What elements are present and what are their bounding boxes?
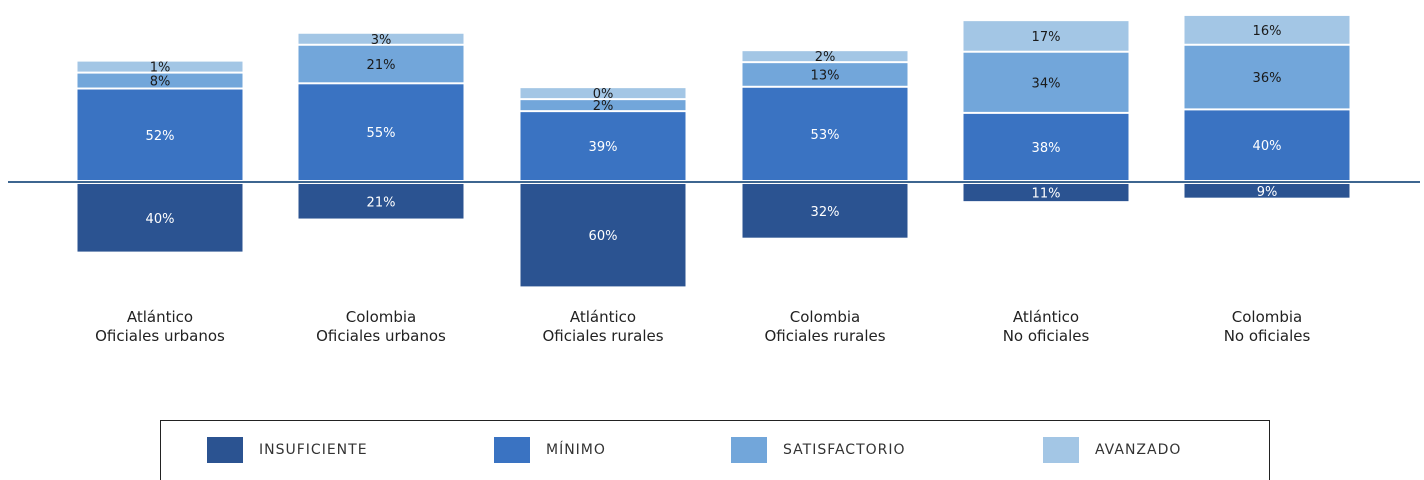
legend-item-avanzado: AVANZADO <box>1043 437 1181 463</box>
bar-insuficiente-0 <box>77 184 243 252</box>
category-label-2-0: Atlántico <box>570 308 636 326</box>
bar-label-insuficiente-1: 21% <box>367 195 396 210</box>
bar-label-satisfactorio-5: 36% <box>1253 71 1282 86</box>
bar-mínimo-4 <box>963 113 1129 180</box>
bar-label-satisfactorio-3: 13% <box>811 68 840 83</box>
category-label-0-0: Atlántico <box>127 308 193 326</box>
bar-label-avanzado-0: 1% <box>150 61 171 76</box>
category-label-4-1: No oficiales <box>1003 327 1090 345</box>
category-label-1-1: Oficiales urbanos <box>316 327 446 345</box>
bar-label-mínimo-2: 39% <box>589 140 618 155</box>
bar-mínimo-0 <box>77 89 243 180</box>
legend: INSUFICIENTE MÍNIMO SATISFACTORIO AVANZA… <box>160 420 1270 480</box>
legend-swatch-minimo <box>494 437 530 463</box>
bar-label-mínimo-0: 52% <box>146 129 175 144</box>
legend-label-avanzado: AVANZADO <box>1095 442 1182 458</box>
bar-label-insuficiente-5: 9% <box>1257 185 1278 200</box>
category-label-2-1: Oficiales rurales <box>542 327 663 345</box>
bar-satisfactorio-5 <box>1184 45 1350 109</box>
bar-label-avanzado-4: 17% <box>1032 30 1061 45</box>
bar-mínimo-3 <box>742 87 908 180</box>
legend-label-minimo: MÍNIMO <box>546 442 606 458</box>
bar-avanzado-1 <box>298 33 464 44</box>
bar-satisfactorio-3 <box>742 63 908 86</box>
category-label-5-1: No oficiales <box>1224 327 1311 345</box>
bar-avanzado-0 <box>77 61 243 72</box>
bar-label-mínimo-1: 55% <box>367 126 396 141</box>
bar-satisfactorio-2 <box>520 100 686 111</box>
category-label-3-0: Colombia <box>790 308 861 326</box>
bar-label-mínimo-5: 40% <box>1253 139 1282 154</box>
bar-avanzado-2 <box>520 88 686 99</box>
bar-label-avanzado-5: 16% <box>1253 24 1282 39</box>
legend-item-minimo: MÍNIMO <box>494 437 606 463</box>
category-label-1-0: Colombia <box>346 308 417 326</box>
bar-avanzado-3 <box>742 51 908 62</box>
category-label-5-0: Colombia <box>1232 308 1303 326</box>
legend-item-satisfactorio: SATISFACTORIO <box>731 437 906 463</box>
bar-label-avanzado-2: 0% <box>593 87 614 102</box>
bar-label-insuficiente-3: 32% <box>811 205 840 220</box>
bar-label-satisfactorio-4: 34% <box>1032 76 1061 91</box>
legend-label-insuficiente: INSUFICIENTE <box>259 442 368 458</box>
bar-label-avanzado-3: 2% <box>815 50 836 65</box>
bar-insuficiente-5 <box>1184 184 1350 198</box>
bar-insuficiente-3 <box>742 184 908 238</box>
category-label-0-1: Oficiales urbanos <box>95 327 225 345</box>
bar-label-avanzado-1: 3% <box>371 33 392 48</box>
bar-label-mínimo-4: 38% <box>1032 141 1061 156</box>
bar-avanzado-4 <box>963 21 1129 51</box>
legend-item-insuficiente: INSUFICIENTE <box>207 437 368 463</box>
bar-label-insuficiente-4: 11% <box>1032 187 1061 202</box>
bar-insuficiente-2 <box>520 184 686 287</box>
legend-label-satisfactorio: SATISFACTORIO <box>783 442 906 458</box>
bar-label-satisfactorio-0: 8% <box>150 75 171 90</box>
bar-avanzado-5 <box>1184 15 1350 44</box>
legend-swatch-avanzado <box>1043 437 1079 463</box>
bar-insuficiente-4 <box>963 184 1129 202</box>
bar-insuficiente-1 <box>298 184 464 219</box>
bar-label-insuficiente-0: 40% <box>146 212 175 227</box>
legend-swatch-satisfactorio <box>731 437 767 463</box>
bar-label-mínimo-3: 53% <box>811 128 840 143</box>
bar-label-satisfactorio-1: 21% <box>367 58 396 73</box>
legend-swatch-insuficiente <box>207 437 243 463</box>
bar-mínimo-5 <box>1184 110 1350 180</box>
bar-satisfactorio-1 <box>298 45 464 83</box>
bar-label-satisfactorio-2: 2% <box>593 99 614 114</box>
category-label-3-1: Oficiales rurales <box>764 327 885 345</box>
category-label-4-0: Atlántico <box>1013 308 1079 326</box>
bar-satisfactorio-4 <box>963 52 1129 112</box>
bar-label-insuficiente-2: 60% <box>589 229 618 244</box>
bar-satisfactorio-0 <box>77 73 243 88</box>
bar-mínimo-2 <box>520 112 686 180</box>
bar-mínimo-1 <box>298 84 464 180</box>
